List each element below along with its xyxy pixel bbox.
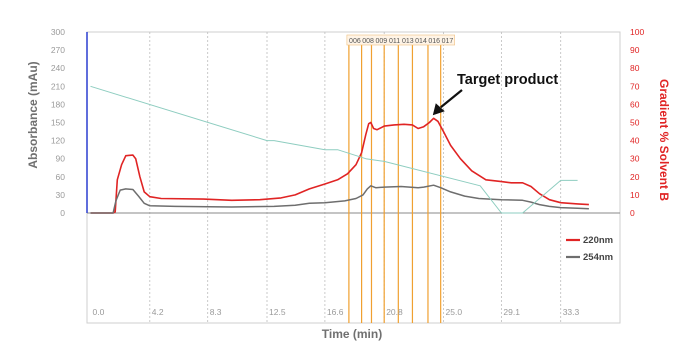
y-right-tick-label: 50: [630, 118, 640, 128]
fraction-label: 014: [415, 38, 427, 45]
label-layer: Time (min) Absorbance (mAu) Gradient % Sol…: [26, 61, 671, 341]
annotation-arrow-head: [432, 103, 445, 116]
fraction-label: 016: [428, 38, 440, 45]
x-tick-label: 4.2: [152, 307, 164, 317]
x-tick-label: 12.5: [269, 307, 286, 317]
fraction-label: 011: [389, 38, 400, 45]
legend-layer: 220nm 254nm: [566, 235, 613, 263]
y-left-tick-label: 150: [51, 118, 65, 128]
x-tick-label: 29.1: [503, 307, 520, 317]
y-right-tick-label: 100: [630, 27, 644, 37]
y-right-tick-label: 0: [630, 208, 635, 218]
y-left-tick-label: 90: [56, 154, 66, 164]
y-right-tick-label: 10: [630, 190, 640, 200]
y-right-tick-label: 30: [630, 154, 640, 164]
series-layer: [90, 85, 589, 214]
y-left-tick-label: 120: [51, 136, 65, 146]
y-right-tick-label: 60: [630, 99, 640, 109]
y-right-tick-label: 70: [630, 81, 640, 91]
x-tick-label: 25.0: [446, 307, 463, 317]
x-tick-label: 20.8: [386, 307, 403, 317]
series-line-220nm: [90, 117, 589, 214]
x-tick-label: 33.3: [563, 307, 580, 317]
y-right-tick-label: 40: [630, 136, 640, 146]
y-right-tick-label: 90: [630, 45, 640, 55]
series-line-gradient-solvent-b: [90, 85, 578, 214]
y-left-axis-title: Absorbance (mAu): [26, 61, 40, 168]
x-tick-label: 0.0: [93, 307, 105, 317]
y-left-tick-label: 180: [51, 99, 65, 109]
x-tick-label: 8.3: [210, 307, 222, 317]
y-left-tick-label: 0: [60, 208, 65, 218]
x-axis-title: Time (min): [322, 327, 382, 341]
y-left-tick-label: 30: [56, 190, 66, 200]
fraction-label: 008: [362, 38, 374, 45]
x-tick-label: 16.6: [327, 307, 344, 317]
annotation-text: Target product: [457, 72, 558, 88]
fraction-label-box: [346, 34, 455, 46]
y-left-tick-label: 60: [56, 172, 66, 182]
y-right-axis-title: Gradient % Solvent B: [657, 79, 671, 201]
annotation-arrow-line: [440, 89, 463, 109]
fraction-layer: 006 008 009 011 013 014 016 017: [346, 34, 455, 323]
legend-label: 220nm: [583, 235, 613, 246]
legend-label: 254nm: [583, 252, 613, 263]
fraction-label: 009: [375, 38, 387, 45]
y-left-tick-label: 210: [51, 81, 65, 91]
y-right-tick-label: 20: [630, 172, 640, 182]
annotation-layer: Target product: [432, 72, 558, 116]
fraction-label: 006: [349, 38, 361, 45]
y-left-tick-label: 270: [51, 45, 65, 55]
fraction-label: 013: [402, 38, 414, 45]
series-line-254nm: [90, 184, 589, 214]
tick-layer: 0.0 4.2 8.3 12.5 16.6 20.8 25.0 29.1 33.33002702…: [51, 27, 645, 317]
y-left-tick-label: 240: [51, 63, 65, 73]
y-left-tick-label: 300: [51, 27, 65, 37]
fraction-label: 017: [442, 38, 454, 45]
y-right-tick-label: 80: [630, 63, 640, 73]
